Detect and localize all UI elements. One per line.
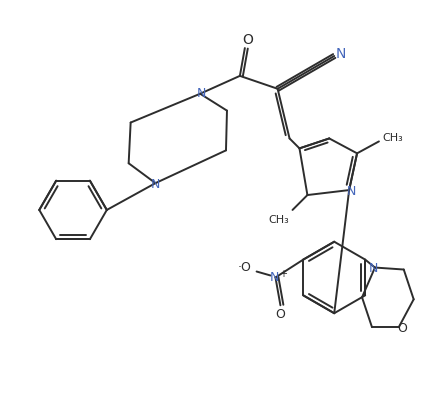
Text: CH₃: CH₃ [268, 215, 289, 225]
Text: N: N [336, 47, 346, 61]
Text: CH₃: CH₃ [383, 133, 403, 143]
Text: N: N [197, 87, 206, 100]
Text: N: N [151, 178, 160, 191]
Text: ·O: ·O [238, 261, 252, 274]
Text: N: N [346, 185, 356, 197]
Text: O: O [275, 308, 285, 321]
Text: +: + [279, 270, 287, 280]
Text: N: N [368, 262, 378, 275]
Text: O: O [242, 33, 253, 47]
Text: O: O [397, 322, 407, 334]
Text: N: N [270, 271, 279, 284]
